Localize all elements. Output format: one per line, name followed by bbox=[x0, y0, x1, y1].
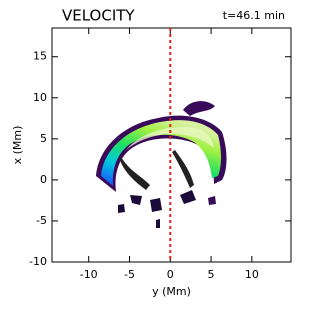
x-tick-label: 10 bbox=[245, 268, 259, 281]
annotation: t=46.1 min bbox=[223, 9, 285, 22]
y-tick-label: 0 bbox=[40, 173, 47, 186]
x-tick-label: 5 bbox=[208, 268, 215, 281]
y-tick-label: -5 bbox=[36, 214, 47, 227]
chart-title: VELOCITY bbox=[62, 7, 135, 25]
y-axis-label: x (Mm) bbox=[11, 126, 24, 165]
x-tick-label: -5 bbox=[124, 268, 135, 281]
velocity-map bbox=[96, 101, 227, 228]
plot-frame bbox=[51, 27, 292, 263]
x-axis-label: y (Mm) bbox=[152, 285, 191, 298]
x-tick-label: 0 bbox=[167, 268, 174, 281]
y-tick-label: 10 bbox=[33, 91, 47, 104]
x-tick-label: -10 bbox=[80, 268, 98, 281]
y-tick-label: 15 bbox=[33, 50, 47, 63]
y-tick-label: -10 bbox=[29, 255, 47, 268]
y-tick-label: 5 bbox=[40, 132, 47, 145]
